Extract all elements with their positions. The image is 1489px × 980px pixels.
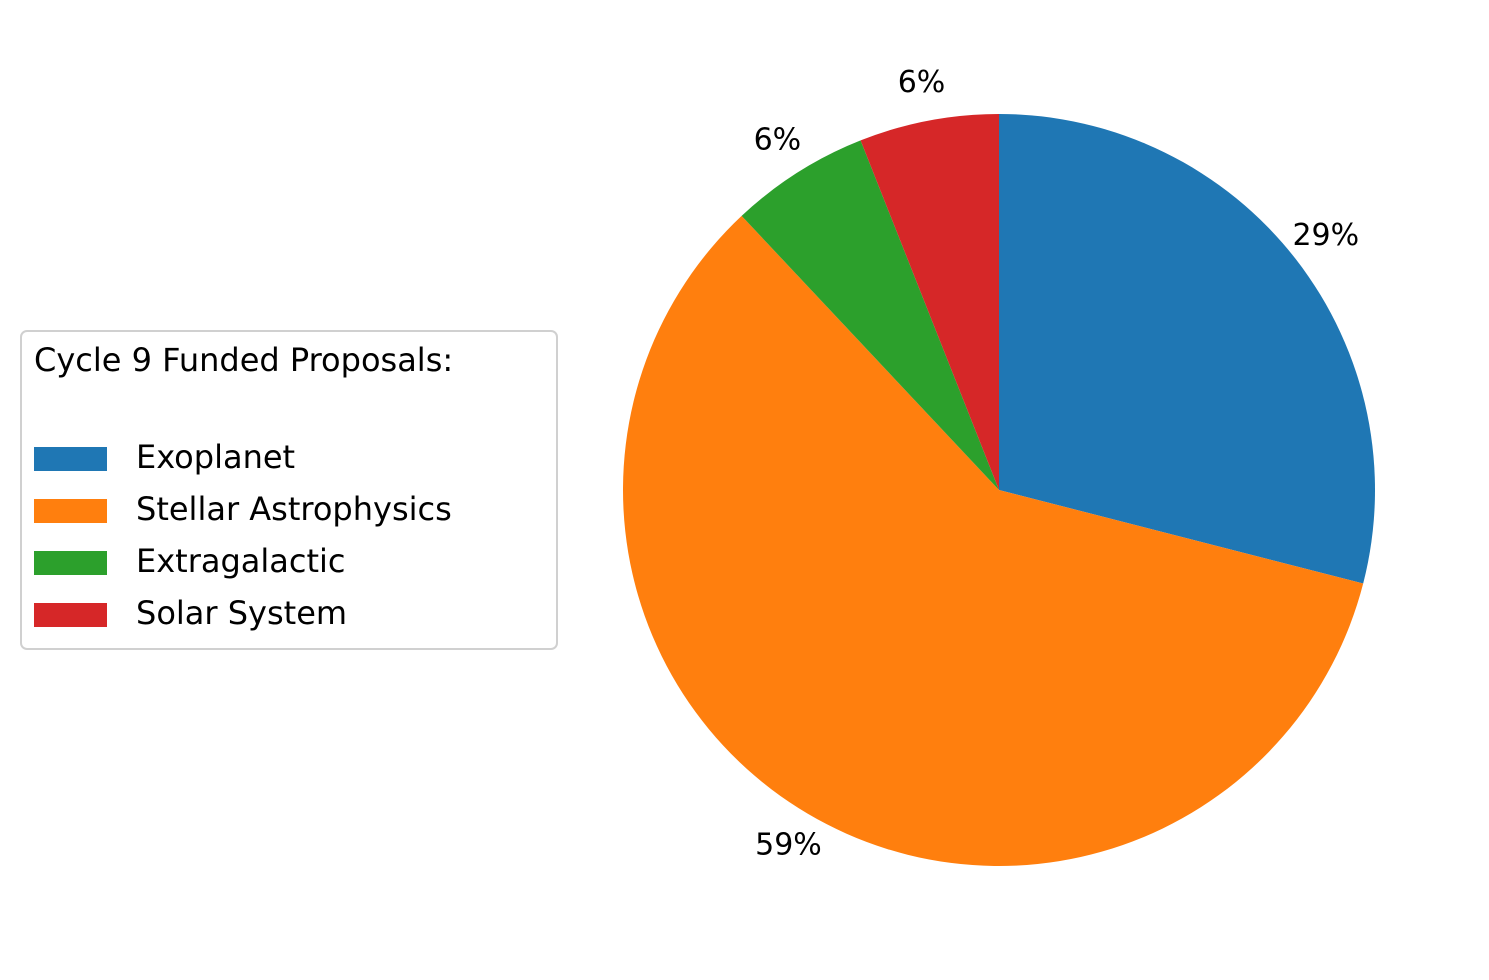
legend-swatch (34, 603, 107, 627)
legend-label: Extragalactic (136, 542, 346, 580)
pie-slice (622, 215, 1364, 867)
value-label: 59% (755, 828, 822, 863)
pie-slice (860, 114, 999, 490)
legend-box (20, 330, 558, 650)
legend-title: Cycle 9 Funded Proposals: (34, 341, 453, 379)
legend-label: Exoplanet (136, 438, 295, 476)
legend-swatch (34, 499, 107, 523)
legend-swatch (34, 551, 107, 575)
pie-slice (741, 140, 999, 490)
value-label: 29% (1292, 218, 1359, 253)
value-label: 6% (898, 65, 946, 100)
pie-slice (999, 114, 1375, 584)
legend-label: Stellar Astrophysics (136, 490, 452, 528)
legend-swatch (34, 447, 107, 471)
value-label: 6% (754, 122, 802, 157)
legend-label: Solar System (136, 594, 347, 632)
